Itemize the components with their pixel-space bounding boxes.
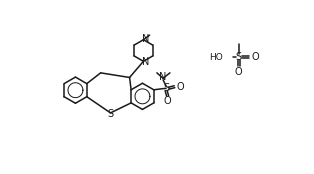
Text: S: S xyxy=(107,109,114,119)
Text: N: N xyxy=(159,72,167,82)
Text: S: S xyxy=(163,83,169,93)
Text: S: S xyxy=(236,52,242,62)
Text: O: O xyxy=(176,82,184,92)
Text: HO: HO xyxy=(209,53,223,62)
Text: O: O xyxy=(235,68,242,77)
Text: O: O xyxy=(164,96,171,106)
Text: N: N xyxy=(142,34,149,44)
Text: O: O xyxy=(251,52,259,62)
Text: N: N xyxy=(142,57,149,67)
